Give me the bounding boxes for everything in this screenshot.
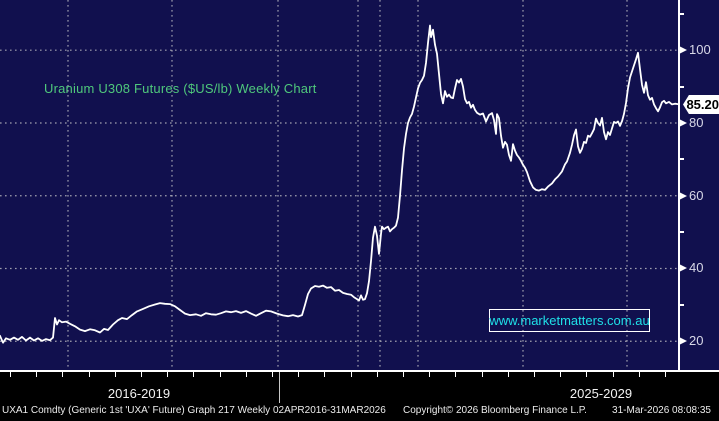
y-axis-minor-tick	[678, 303, 684, 306]
x-axis-minor-tick	[560, 372, 562, 377]
x-axis-line	[0, 370, 719, 372]
price-line	[0, 24, 678, 344]
x-axis-minor-tick	[638, 372, 640, 377]
y-axis-minor-tick	[678, 158, 684, 161]
x-axis-label-2016-2019: 2016-2019	[107, 386, 171, 401]
footer-timestamp: 31-Mar-2026 08:08:35	[612, 405, 711, 416]
x-axis-minor-tick	[665, 372, 666, 377]
price-chart-canvas	[0, 0, 678, 370]
x-axis-minor-tick	[586, 372, 588, 377]
x-axis-minor-tick	[219, 372, 221, 377]
y-axis-minor-tick	[678, 231, 684, 234]
x-axis-minor-tick	[245, 372, 247, 377]
y-axis-tick-arrow-icon	[679, 118, 687, 127]
y-axis-minor-tick	[678, 12, 684, 15]
x-axis-minor-tick	[114, 372, 116, 377]
y-axis-tick-arrow-icon	[679, 337, 687, 346]
x-axis-minor-tick	[429, 372, 431, 377]
x-axis-minor-tick	[36, 372, 38, 377]
x-axis-minor-tick	[350, 372, 352, 377]
last-price-tag: 85.20	[683, 95, 719, 114]
x-axis-minor-tick	[376, 372, 378, 377]
x-axis-minor-tick	[62, 372, 64, 377]
x-axis-minor-tick	[403, 372, 404, 377]
y-axis-tick-arrow-icon	[679, 191, 687, 200]
y-axis-tick-label-20: 20	[689, 333, 704, 349]
x-axis-label-2025-2029: 2025-2029	[569, 386, 633, 401]
x-axis-minor-tick	[193, 372, 195, 377]
chart-title: Uranium U308 Futures ($US/lb) Weekly Cha…	[44, 81, 317, 96]
x-axis-minor-tick	[612, 372, 614, 377]
y-axis-minor-tick	[678, 85, 684, 88]
x-axis-minor-tick	[481, 372, 483, 377]
watermark-link[interactable]: www.marketmatters.com.au	[489, 309, 650, 332]
y-axis: 85.20 100 80 60 40 20	[678, 0, 719, 372]
y-axis-tick-label-100: 100	[689, 42, 711, 58]
footer-security-info: UXA1 Comdty (Generic 1st 'UXA' Future) G…	[2, 405, 386, 416]
y-axis-line	[678, 0, 680, 370]
y-axis-tick-label-60: 60	[689, 187, 704, 203]
x-axis-period-divider	[279, 372, 280, 403]
last-price-value: 85.20	[686, 97, 719, 112]
x-axis-minor-tick	[298, 372, 300, 377]
chart-plot-area: Uranium U308 Futures ($US/lb) Weekly Cha…	[0, 0, 678, 370]
footer-copyright: Copyright© 2026 Bloomberg Finance L.P.	[403, 405, 587, 416]
y-axis-tick-arrow-icon	[679, 46, 687, 55]
footer-bar: UXA1 Comdty (Generic 1st 'UXA' Future) G…	[0, 404, 719, 419]
watermark-url-text: www.marketmatters.com.au	[489, 313, 650, 328]
y-axis-tick-label-40: 40	[689, 260, 704, 276]
x-axis-minor-tick	[324, 372, 326, 377]
x-axis-minor-tick	[167, 372, 169, 377]
x-axis-minor-tick	[88, 372, 90, 377]
y-axis-tick-arrow-icon	[679, 264, 687, 273]
x-axis-minor-tick	[141, 372, 142, 377]
x-axis-minor-tick	[10, 372, 11, 377]
y-axis-tick-label-80: 80	[689, 114, 704, 130]
x-axis-minor-tick	[534, 372, 535, 377]
x-axis-minor-tick	[455, 372, 457, 377]
x-axis-minor-tick	[272, 372, 273, 377]
x-axis-minor-tick	[507, 372, 509, 377]
